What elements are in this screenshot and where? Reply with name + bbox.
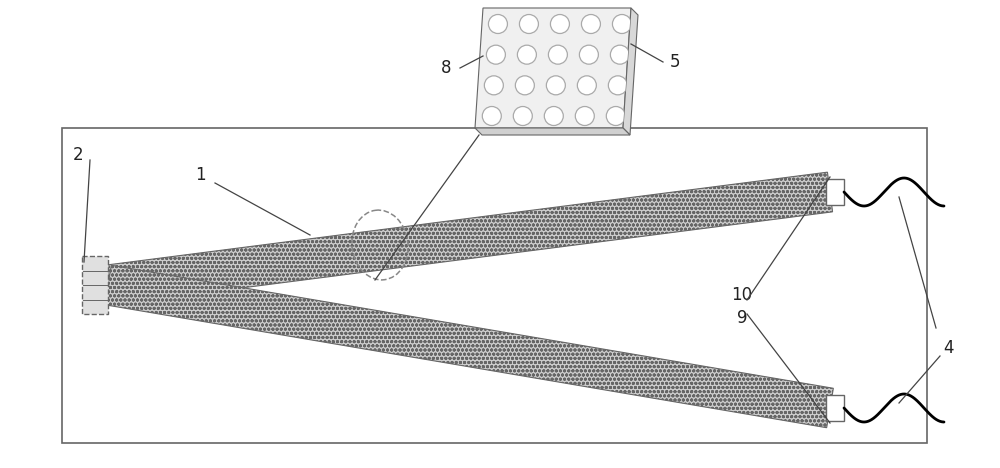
Polygon shape [475, 8, 631, 128]
Circle shape [488, 15, 507, 34]
Circle shape [548, 45, 567, 64]
Circle shape [513, 107, 532, 125]
Polygon shape [105, 172, 833, 305]
Bar [62, 128, 927, 443]
Bar [826, 179, 844, 205]
Circle shape [577, 76, 596, 95]
Bar [82, 256, 108, 314]
Circle shape [515, 76, 534, 95]
Circle shape [610, 45, 629, 64]
Polygon shape [105, 265, 833, 428]
Circle shape [550, 15, 569, 34]
Circle shape [579, 45, 598, 64]
Text: 9: 9 [737, 309, 747, 327]
Circle shape [581, 15, 600, 34]
Circle shape [519, 15, 538, 34]
Text: 1: 1 [195, 166, 205, 184]
Text: 5: 5 [670, 53, 680, 71]
Circle shape [575, 107, 594, 125]
Circle shape [608, 76, 627, 95]
Circle shape [486, 45, 505, 64]
Circle shape [546, 76, 565, 95]
Text: 8: 8 [441, 59, 451, 77]
Circle shape [606, 107, 625, 125]
Text: 4: 4 [943, 339, 953, 357]
Text: 2: 2 [73, 146, 83, 164]
Circle shape [612, 15, 631, 34]
Circle shape [482, 107, 501, 125]
Bar [826, 395, 844, 421]
Polygon shape [475, 128, 630, 135]
Text: 10: 10 [731, 286, 753, 304]
Circle shape [484, 76, 503, 95]
Circle shape [544, 107, 563, 125]
Circle shape [517, 45, 536, 64]
Polygon shape [623, 8, 638, 135]
